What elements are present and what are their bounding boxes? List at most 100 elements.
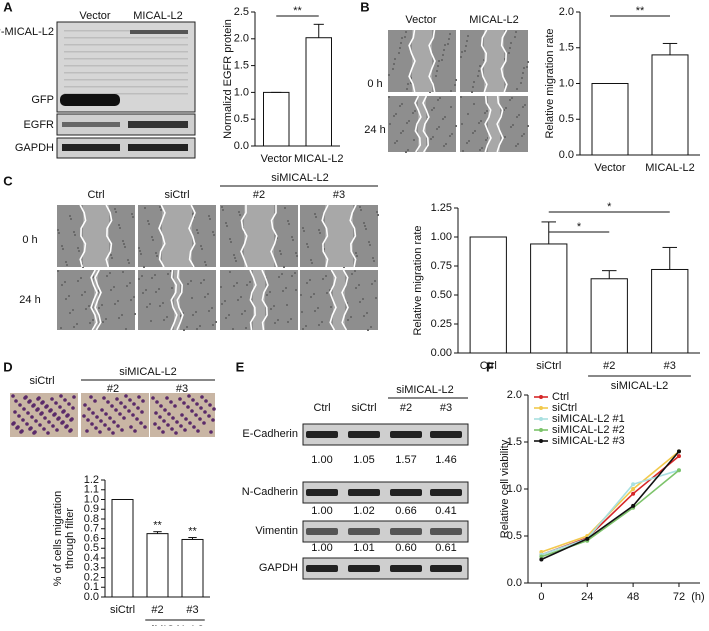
point [631,482,636,487]
quant-value: 1.00 [311,542,332,554]
texture [274,322,276,324]
cell [173,404,177,408]
y-tick-label: 1.00 [431,231,452,243]
texture [460,96,462,98]
texture [118,317,120,319]
cell [19,430,23,434]
texture [366,312,368,314]
blot [302,423,469,446]
texture [303,230,305,232]
group-label: siMICAL-L2 [396,384,453,396]
texture [150,320,152,322]
y-tick-label: 0.75 [431,260,452,272]
cell [204,399,208,403]
y-axis-label: Relative cell viability [499,439,511,538]
texture [236,282,238,284]
y-tick-label: 1.1 [84,484,99,496]
cell [170,427,174,431]
texture [435,75,437,77]
texture [518,114,520,116]
texture [351,273,353,275]
texture [134,313,136,315]
cell [54,401,58,405]
texture [277,319,279,321]
texture [143,266,145,268]
texture [155,291,157,293]
y-tick-label: 1.0 [507,483,522,495]
legend-label: siCtrl [552,402,577,414]
texture [296,255,298,257]
texture [125,328,127,330]
texture [209,218,211,220]
column-label: #2 [400,402,412,414]
texture [325,275,327,277]
transwell-image [81,393,149,437]
cell [42,427,46,431]
texture [65,298,67,300]
texture [310,296,312,298]
texture [527,125,529,127]
texture [226,225,228,227]
cell [167,412,171,416]
cell [86,418,90,422]
texture [318,324,320,326]
texture [510,42,512,44]
cell [56,417,60,421]
y-tick-label: 0.5 [234,113,249,125]
texture [291,275,293,277]
cell [139,421,143,425]
blot [302,520,469,543]
texture [158,288,160,290]
texture [330,306,332,308]
quant-value: 1.05 [353,454,374,466]
cell [132,402,136,406]
y-tick-label: 0.0 [234,140,249,152]
blot-band [306,565,338,572]
wound-edge [329,269,337,331]
x-tick-label: 72 [673,591,685,603]
x-tick-label: #3 [664,360,676,372]
cell [157,426,161,430]
texture [364,225,366,227]
texture [266,294,268,296]
texture [394,142,396,144]
texture [238,211,240,213]
texture [310,259,312,261]
texture [462,150,464,152]
texture [183,329,185,331]
blot-band [390,489,422,496]
texture [170,270,172,272]
texture [203,279,205,281]
texture [350,316,352,318]
texture [222,209,224,211]
cell [104,412,108,416]
cell [196,429,200,433]
texture [363,222,365,224]
cell [198,417,202,421]
blot-band [306,431,338,438]
blot-band [430,528,462,535]
texture [110,254,112,256]
cell [26,411,30,415]
cell [155,400,159,404]
texture [445,143,447,145]
texture [523,67,525,69]
texture [221,206,223,208]
texture [64,281,66,283]
quant-value: 1.01 [353,542,374,554]
wound-edge [261,269,269,331]
texture [466,142,468,144]
texture [398,52,400,54]
texture [512,124,514,126]
texture [220,286,222,288]
texture [130,299,132,301]
point [539,549,544,554]
blot-band [390,565,422,572]
texture [430,138,432,140]
texture [363,315,365,317]
texture [88,305,90,307]
texture [313,293,315,295]
texture [522,106,524,108]
wound-edge [500,29,508,93]
texture [472,132,474,134]
